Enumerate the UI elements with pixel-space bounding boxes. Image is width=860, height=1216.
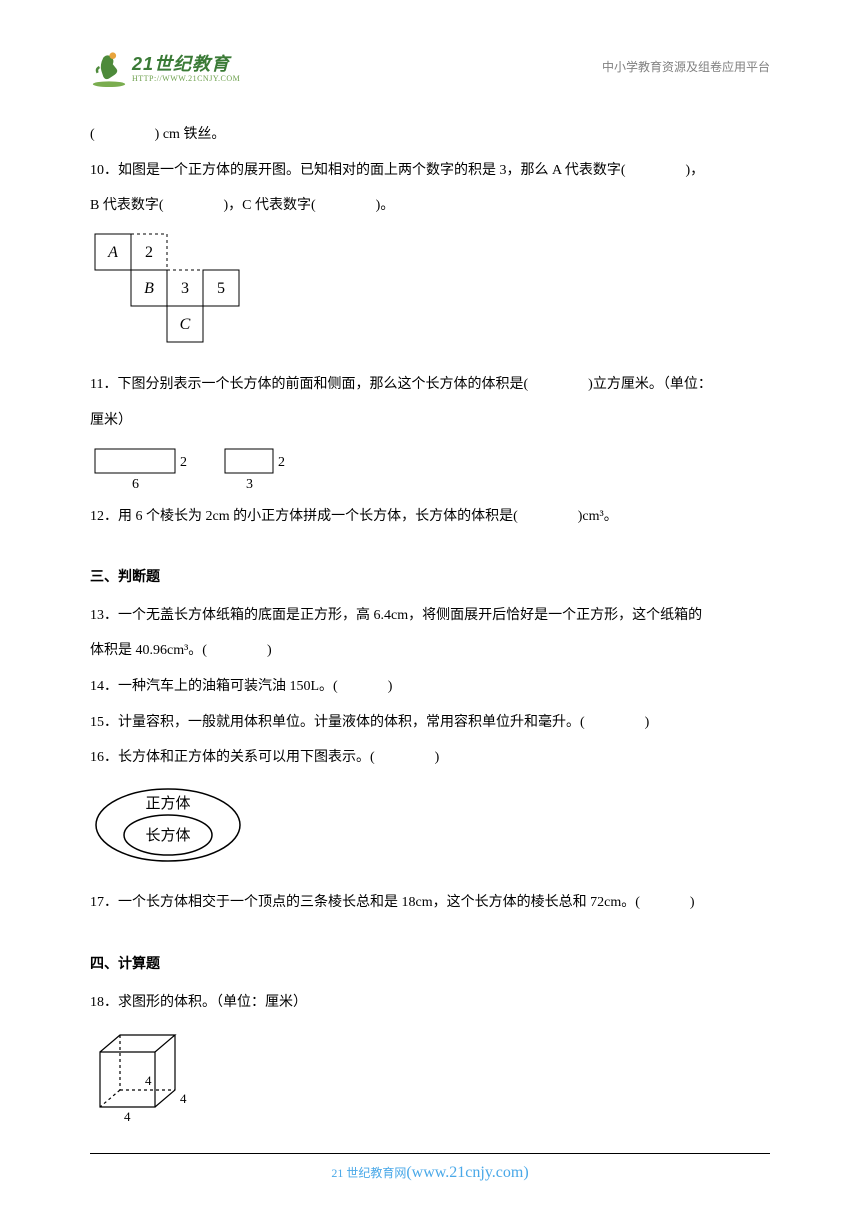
q9-suffix: ) cm 铁丝。 [155,127,226,142]
footer-brand: 21 世纪教育网 [331,1166,406,1180]
q12-text-b: )cm³。 [578,509,618,524]
q10-num: 10． [90,163,118,178]
q15-num: 15． [90,715,118,730]
q12: 12．用 6 个棱长为 2cm 的小正方体拼成一个长方体，长方体的体积是( )cm… [90,500,770,534]
net-label-a: A [107,244,118,261]
q16-text-b: ) [435,750,440,765]
q11-num: 11． [90,377,117,392]
q9-paren-open: ( [90,127,95,142]
q12-num: 12． [90,509,118,524]
net-label-b: B [144,280,154,297]
q14: 14．一种汽车上的油箱可装汽油 150L。() [90,670,770,704]
venn-inner-label: 长方体 [145,827,190,844]
q11-text-c: 厘米） [90,413,132,428]
net-label-c: C [180,316,191,333]
q10-text-c: B 代表数字( [90,198,164,213]
page-header: 21世纪教育 HTTP://WWW.21CNJY.COM 中小学教育资源及组卷应… [90,50,770,88]
cube-diagram: 4 4 4 [90,1027,770,1141]
q14-num: 14． [90,679,118,694]
q11-text-a: 下图分别表示一个长方体的前面和侧面，那么这个长方体的体积是( [117,377,528,392]
section4-title: 四、计算题 [90,948,770,982]
q14-text-b: ) [388,679,393,694]
rect-a-w: 6 [132,477,139,492]
cube-net-diagram: A 2 B 3 5 C [90,229,770,361]
q16-text-a: 长方体和正方体的关系可以用下图表示。( [118,750,375,765]
venn-diagram: 正方体 长方体 [90,783,770,879]
q11: 11．下图分别表示一个长方体的前面和侧面，那么这个长方体的体积是( )立方厘米。（… [90,368,770,402]
page-footer: 21 世纪教育网(www.21cnjy.com) [90,1153,770,1182]
q16-num: 16． [90,750,118,765]
rect-b-w: 3 [246,477,253,492]
footer-url: (www.21cnjy.com) [406,1164,528,1181]
q17: 17．一个长方体相交于一个顶点的三条棱长总和是 18cm，这个长方体的棱长总和 … [90,886,770,920]
q11-line2: 厘米） [90,404,770,438]
logo-sub-text: HTTP://WWW.21CNJY.COM [132,75,240,83]
q17-text-a: 一个长方体相交于一个顶点的三条棱长总和是 18cm，这个长方体的棱长总和 72c… [118,895,640,910]
q13-text-a: 一个无盖长方体纸箱的底面是正方形，高 6.4cm，将侧面展开后恰好是一个正方形，… [118,608,702,623]
q13-line2: 体积是 40.96cm³。() [90,634,770,668]
q10-text-b: )， [686,163,705,178]
logo: 21世纪教育 HTTP://WWW.21CNJY.COM [90,50,240,88]
q18: 18．求图形的体积。（单位：厘米） [90,986,770,1020]
cube-dim-a: 4 [145,1073,152,1088]
cube-dim-c: 4 [124,1109,131,1124]
q13-text-b: 体积是 40.96cm³。( [90,643,207,658]
q10-line2: B 代表数字( )，C 代表数字( )。 [90,189,770,223]
rect-diagram: 2 6 2 3 [90,444,770,492]
q11-text-b: )立方厘米。（单位： [588,377,712,392]
q15-text-a: 计量容积，一般就用体积单位。计量液体的体积，常用容积单位升和毫升。( [118,715,585,730]
q10: 10．如图是一个正方体的展开图。已知相对的面上两个数字的积是 3，那么 A 代表… [90,154,770,188]
content-body: ( ) cm 铁丝。 10．如图是一个正方体的展开图。已知相对的面上两个数字的积是… [90,118,770,1141]
q13-text-c: ) [267,643,272,658]
q18-text: 求图形的体积。（单位：厘米） [118,995,307,1010]
cube-dim-b: 4 [180,1091,187,1106]
q15-text-b: ) [645,715,650,730]
net-label-3: 3 [181,280,189,297]
rect-a-h: 2 [180,455,187,470]
q9-fragment: ( ) cm 铁丝。 [90,118,770,152]
q16: 16．长方体和正方体的关系可以用下图表示。() [90,741,770,775]
rect-b-h: 2 [278,455,285,470]
q10-text-d: )，C 代表数字( [224,198,316,213]
logo-main-text: 21世纪教育 [132,55,240,73]
q13-num: 13． [90,608,118,623]
q13: 13．一个无盖长方体纸箱的底面是正方形，高 6.4cm，将侧面展开后恰好是一个正… [90,599,770,633]
q15: 15．计量容积，一般就用体积单位。计量液体的体积，常用容积单位升和毫升。() [90,706,770,740]
q10-text-e: )。 [376,198,395,213]
venn-outer-label: 正方体 [145,795,190,812]
q18-num: 18． [90,995,118,1010]
q17-num: 17． [90,895,118,910]
header-right-text: 中小学教育资源及组卷应用平台 [602,58,770,75]
page-container: 21世纪教育 HTTP://WWW.21CNJY.COM 中小学教育资源及组卷应… [0,0,860,1189]
logo-runner-icon [90,50,128,88]
net-label-2: 2 [145,244,153,261]
q10-text-a: 如图是一个正方体的展开图。已知相对的面上两个数字的积是 3，那么 A 代表数字( [118,163,626,178]
section3-title: 三、判断题 [90,561,770,595]
logo-text: 21世纪教育 HTTP://WWW.21CNJY.COM [132,55,240,83]
q14-text-a: 一种汽车上的油箱可装汽油 150L。( [118,679,338,694]
q17-text-b: ) [690,895,695,910]
q12-text-a: 用 6 个棱长为 2cm 的小正方体拼成一个长方体，长方体的体积是( [118,509,518,524]
net-label-5: 5 [217,280,225,297]
